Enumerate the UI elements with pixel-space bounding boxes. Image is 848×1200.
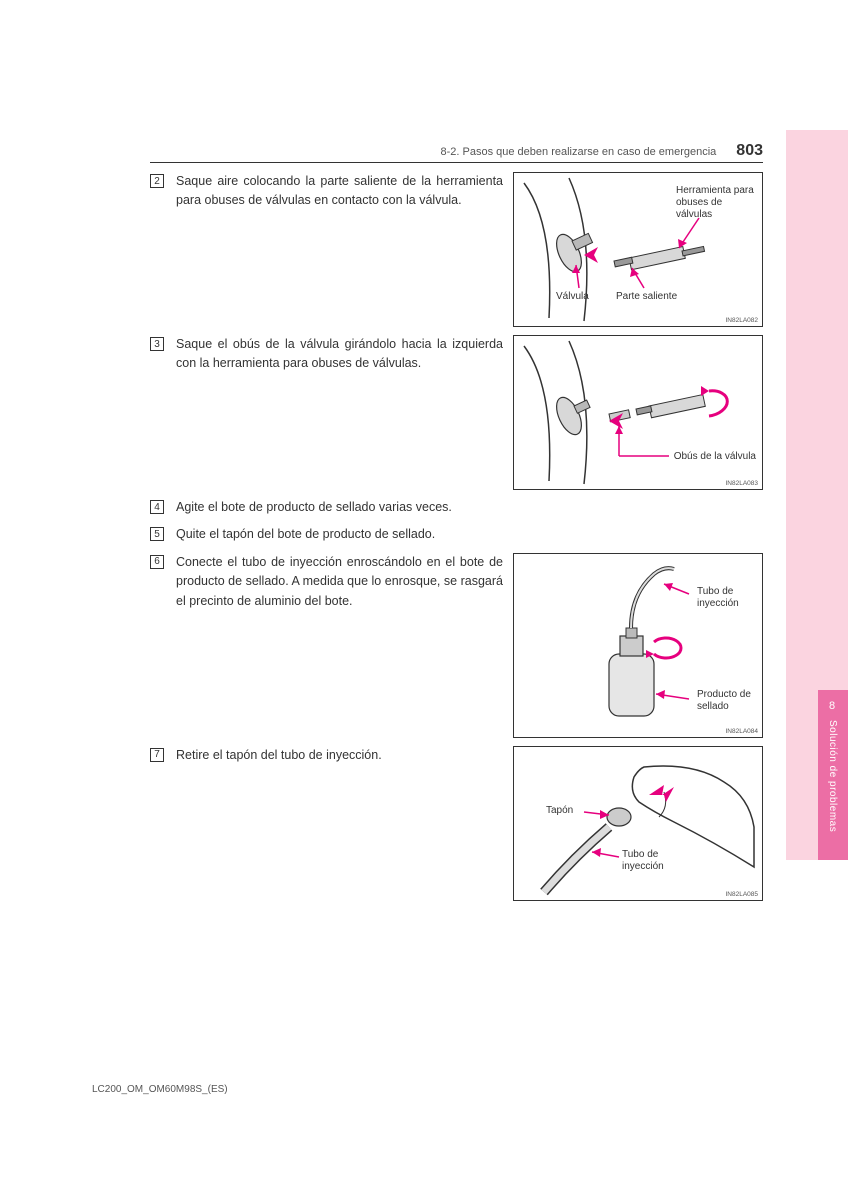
step-5: 5 Quite el tapón del bote de producto de…: [150, 525, 763, 544]
page-header: 8-2. Pasos que deben realizarse en caso …: [150, 142, 763, 160]
step-text: Saque el obús de la válvula girándolo ha…: [176, 335, 503, 490]
page-number: 803: [736, 142, 763, 160]
figure-step-6: Tubo de inyección Producto de sellado IN…: [513, 553, 763, 738]
step-marker: 6: [150, 555, 164, 569]
footer-code: LC200_OM_OM60M98S_(ES): [92, 1084, 228, 1095]
section-tab: 8 Solución de problemas: [818, 690, 848, 860]
header-rule: [150, 162, 763, 163]
figure-code: IN82LA084: [725, 728, 758, 735]
step-6: 6 Conecte el tubo de inyección enroscánd…: [150, 553, 763, 738]
figure-step-3: Obús de la válvula IN82LA083: [513, 335, 763, 490]
step-2: 2 Saque aire colocando la parte saliente…: [150, 172, 763, 327]
figure-code: IN82LA085: [725, 891, 758, 898]
figure-label-core: Obús de la válvula: [674, 451, 756, 463]
step-4: 4 Agite el bote de producto de sellado v…: [150, 498, 763, 517]
figure-label-tube: Tubo de inyección: [622, 849, 677, 873]
step-3: 3 Saque el obús de la válvula girándolo …: [150, 335, 763, 490]
step-marker: 5: [150, 527, 164, 541]
valve-core-removal-icon: [514, 336, 762, 489]
step-text: Agite el bote de producto de sellado var…: [176, 498, 452, 517]
figure-code: IN82LA082: [725, 317, 758, 324]
content-area: 2 Saque aire colocando la parte saliente…: [150, 172, 763, 909]
figure-label-tube: Tubo de inyección: [697, 586, 752, 610]
step-marker: 3: [150, 337, 164, 351]
step-marker: 7: [150, 748, 164, 762]
figure-label-cap: Tapón: [546, 805, 573, 817]
tab-number: 8: [829, 700, 835, 712]
figure-label-valve: Válvula: [556, 291, 589, 303]
step-text: Saque aire colocando la parte saliente d…: [176, 172, 503, 327]
figure-code: IN82LA083: [725, 480, 758, 487]
section-title: 8-2. Pasos que deben realizarse en caso …: [441, 146, 717, 158]
cap-removal-icon: [514, 747, 762, 900]
step-text: Conecte el tubo de inyección enroscándol…: [176, 553, 503, 738]
figure-step-2: Herramienta para obuses de válvulas Part…: [513, 172, 763, 327]
tab-label: Solución de problemas: [827, 720, 838, 832]
figure-label-tool: Herramienta para obuses de válvulas: [676, 185, 756, 221]
step-7: 7 Retire el tapón del tubo de inyección.: [150, 746, 763, 901]
figure-step-7: Tapón Tubo de inyección IN82LA085: [513, 746, 763, 901]
step-text: Retire el tapón del tubo de inyección.: [176, 746, 503, 901]
step-text: Quite el tapón del bote de producto de s…: [176, 525, 435, 544]
figure-label-part: Parte saliente: [616, 291, 677, 303]
figure-label-sealant: Producto de sellado: [697, 689, 752, 713]
step-marker: 4: [150, 500, 164, 514]
step-marker: 2: [150, 174, 164, 188]
